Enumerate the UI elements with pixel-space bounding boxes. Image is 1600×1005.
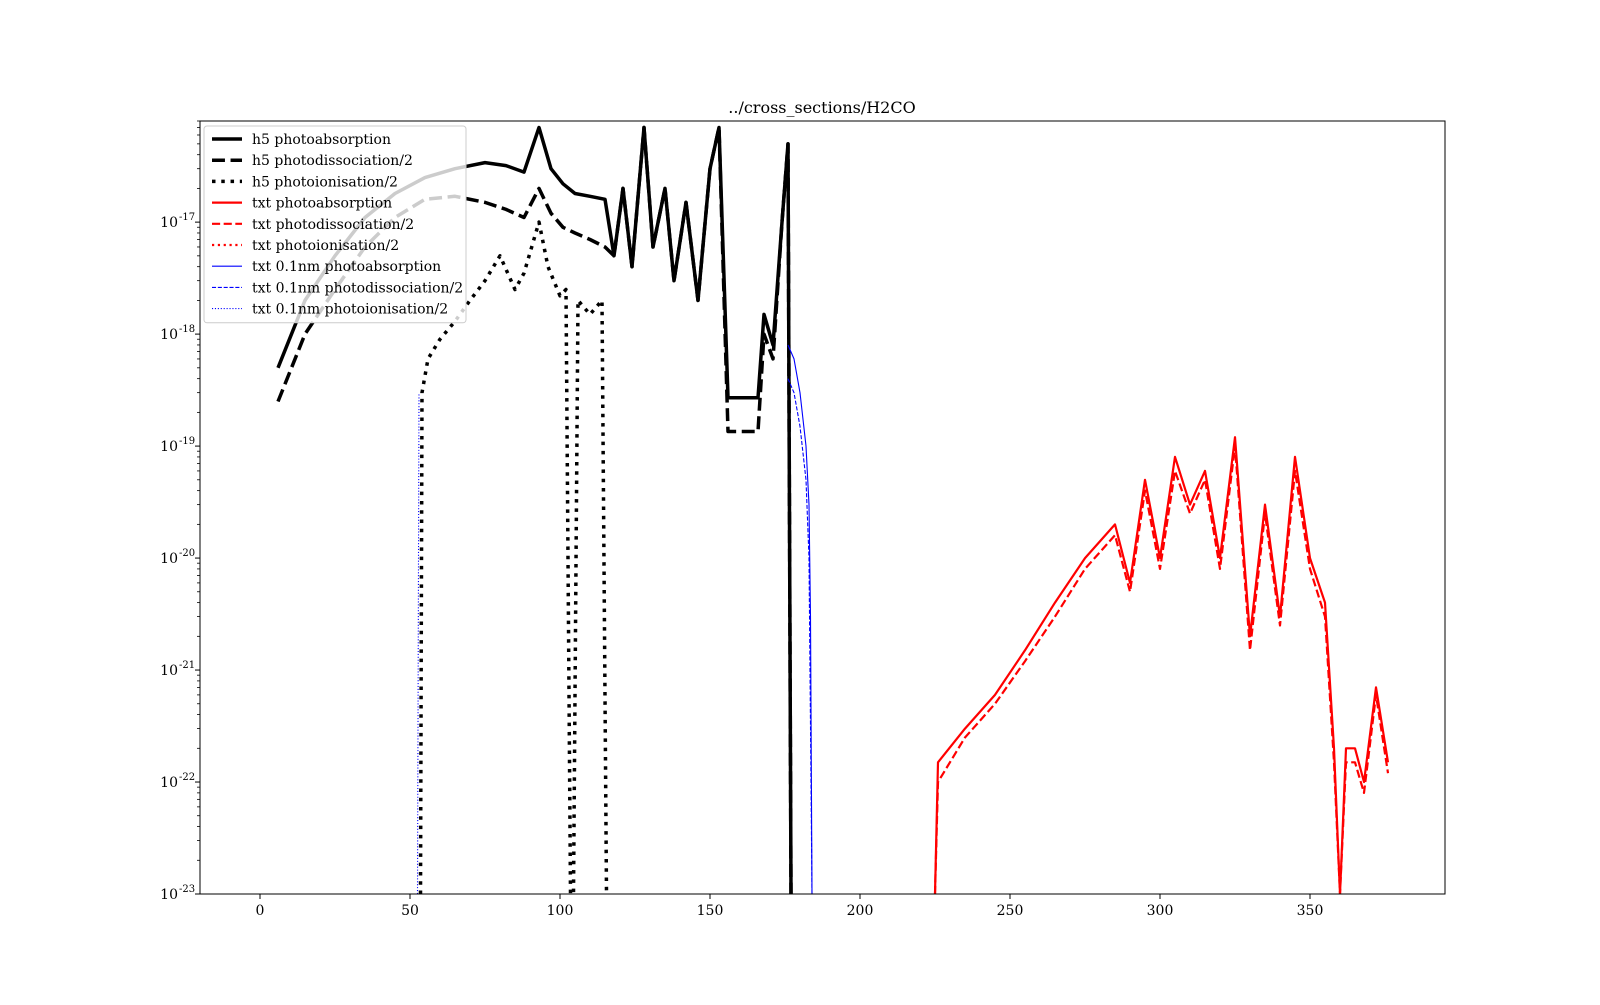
legend-box [203,125,467,324]
legend-label: h5 photoabsorption [252,132,391,148]
legend-label: txt 0.1nm photoabsorption [252,259,441,275]
series-line-7 [787,344,813,894]
y-tick-label: 10 [160,775,178,791]
series-line-9 [416,392,420,894]
y-tick-label: 10 [160,551,178,567]
x-tick-label: 150 [697,903,724,919]
legend-label: txt photoabsorption [252,196,392,212]
x-tick-label: 200 [847,903,874,919]
x-tick-label: 250 [997,903,1024,919]
y-tick-label: 10 [160,439,178,455]
x-tick-label: 300 [1147,903,1174,919]
legend-label: txt photoionisation/2 [252,238,399,254]
y-tick-exponent: -23 [179,884,195,895]
y-tick-label: 10 [160,327,178,343]
x-tick-label: 50 [401,903,419,919]
series-line-8 [787,378,813,894]
y-tick-exponent: -22 [179,772,195,783]
legend-label: txt photodissociation/2 [252,217,414,233]
y-tick-exponent: -20 [179,548,195,559]
legend: h5 photoabsorption h5 photodissociation/2… [203,125,467,324]
y-tick-label: 10 [160,215,178,231]
series-line-3 [418,220,609,894]
x-tick-label: 350 [1297,903,1324,919]
series-line-5 [933,445,1390,894]
y-tick-exponent: -18 [179,324,195,335]
x-axis: 0 50 100 150 200 250 300 350 [256,894,1324,919]
series-line-4 [933,436,1390,894]
y-tick-exponent: -21 [179,660,195,671]
y-tick-exponent: -17 [179,212,195,223]
y-tick-label: 10 [160,663,178,679]
plot-frame [199,120,1446,895]
legend-label: txt 0.1nm photoionisation/2 [252,302,448,318]
legend-label: txt 0.1nm photodissociation/2 [252,280,463,296]
y-tick-exponent: -19 [179,436,195,447]
y-tick-label: 10 [160,887,178,903]
chart-title: ../cross_sections/H2CO [728,98,915,117]
x-tick-label: 100 [547,903,574,919]
legend-label: h5 photoionisation/2 [252,174,398,190]
legend-label: h5 photodissociation/2 [252,153,413,169]
x-tick-label: 0 [256,903,265,919]
